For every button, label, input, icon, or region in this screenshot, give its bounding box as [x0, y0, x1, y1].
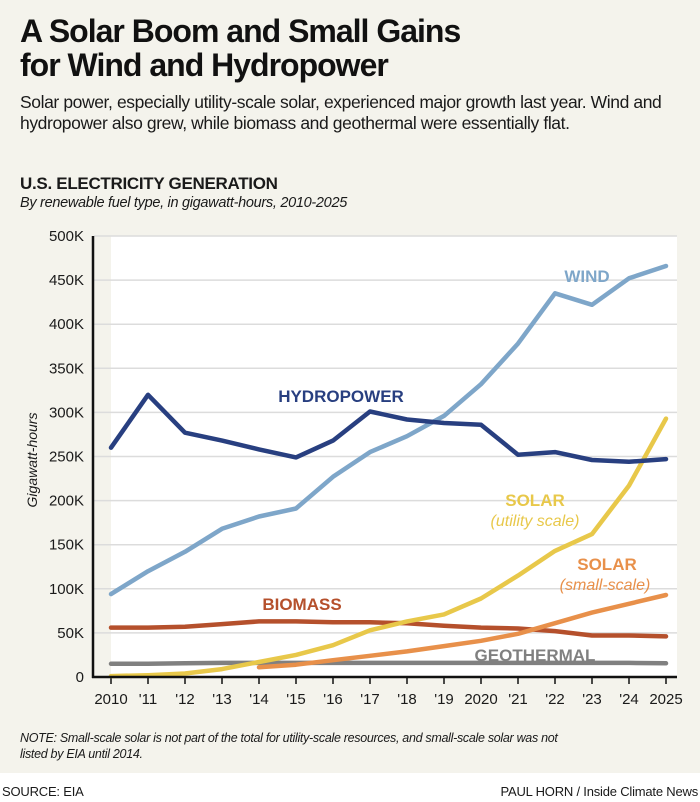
series-labels: WIND HYDROPOWER SOLAR (utility scale) SOLAR (… — [262, 267, 650, 665]
series-line-geothermal — [108, 660, 669, 667]
y-tick-label: 400K — [49, 316, 84, 333]
page-title: A Solar Boom and Small Gains for Wind an… — [20, 14, 680, 82]
series-sublabel: (small-scale) — [560, 577, 651, 594]
y-axis-ticks: 0 50K 100K 150K 200K 250K 300K 350K 400K 450K 500K — [49, 228, 84, 686]
x-tick-label: '19 — [434, 691, 454, 708]
x-tick-label: '13 — [212, 691, 232, 708]
source-credit: SOURCE: EIA — [2, 784, 84, 799]
x-tick-label: '24 — [619, 691, 639, 708]
y-axis-title: Gigawatt-hours — [24, 413, 40, 508]
subtitle: Solar power, especially utility-scale so… — [20, 92, 662, 133]
series-label: WIND — [564, 267, 609, 286]
x-tick-label: 2010 — [94, 691, 127, 708]
gridlines — [94, 235, 677, 634]
x-tick-label: '14 — [249, 691, 269, 708]
series-line-biomass — [108, 619, 669, 639]
series-label: HYDROPOWER — [278, 387, 404, 406]
y-tick-label: 250K — [49, 449, 84, 466]
title-line-1: A Solar Boom and Small Gains — [20, 13, 461, 49]
series-label: SOLAR — [505, 491, 565, 510]
y-tick-label: 450K — [49, 272, 84, 289]
x-tick-label: '17 — [360, 691, 380, 708]
x-tick-label: '21 — [508, 691, 528, 708]
y-tick-label: 100K — [49, 581, 84, 598]
y-tick-label: 50K — [57, 625, 84, 642]
x-tick-label: 2020 — [464, 691, 497, 708]
line-chart: 0 50K 100K 150K 200K 250K 300K 350K 400K 450K 500K… — [24, 228, 683, 708]
chart-subtitle: By renewable fuel type, in gigawatt-hour… — [20, 195, 347, 211]
footnote: NOTE: Small-scale solar is not part of t… — [20, 731, 558, 761]
x-tick-label: '15 — [286, 691, 306, 708]
series-label: BIOMASS — [262, 595, 341, 614]
x-tick-label: 2025 — [649, 691, 682, 708]
title-line-2: for Wind and Hydropower — [20, 47, 389, 83]
y-tick-label: 500K — [49, 228, 84, 245]
series-lines — [108, 263, 669, 679]
x-tick-label: '18 — [397, 691, 417, 708]
x-tick-label: '22 — [545, 691, 565, 708]
chart-title: U.S. ELECTRICITY GENERATION — [20, 174, 278, 193]
series-sublabel: (utility scale) — [491, 513, 580, 530]
x-tick-label: '16 — [323, 691, 343, 708]
y-tick-label: 150K — [49, 537, 84, 554]
series-label: SOLAR — [577, 555, 637, 574]
series-line-solar-utility-scale — [108, 416, 669, 679]
y-tick-label: 350K — [49, 360, 84, 377]
series-line-wind — [108, 263, 669, 597]
series-line-hydropower — [108, 392, 669, 465]
x-tick-label: '23 — [582, 691, 602, 708]
x-axis-ticks: 2010 '11 '12 '13 '14 '15 '16 '17 '18 '19 2020 '21 '2… — [94, 678, 683, 708]
series-line-solar-small-scale — [256, 592, 669, 670]
series-label: GEOTHERMAL — [475, 646, 596, 665]
y-tick-label: 0 — [76, 669, 84, 686]
author-credit: PAUL HORN / Inside Climate News — [500, 784, 698, 799]
x-tick-label: '12 — [175, 691, 195, 708]
x-tick-label: '11 — [139, 691, 157, 708]
y-tick-label: 300K — [49, 404, 84, 421]
y-tick-label: 200K — [49, 493, 84, 510]
